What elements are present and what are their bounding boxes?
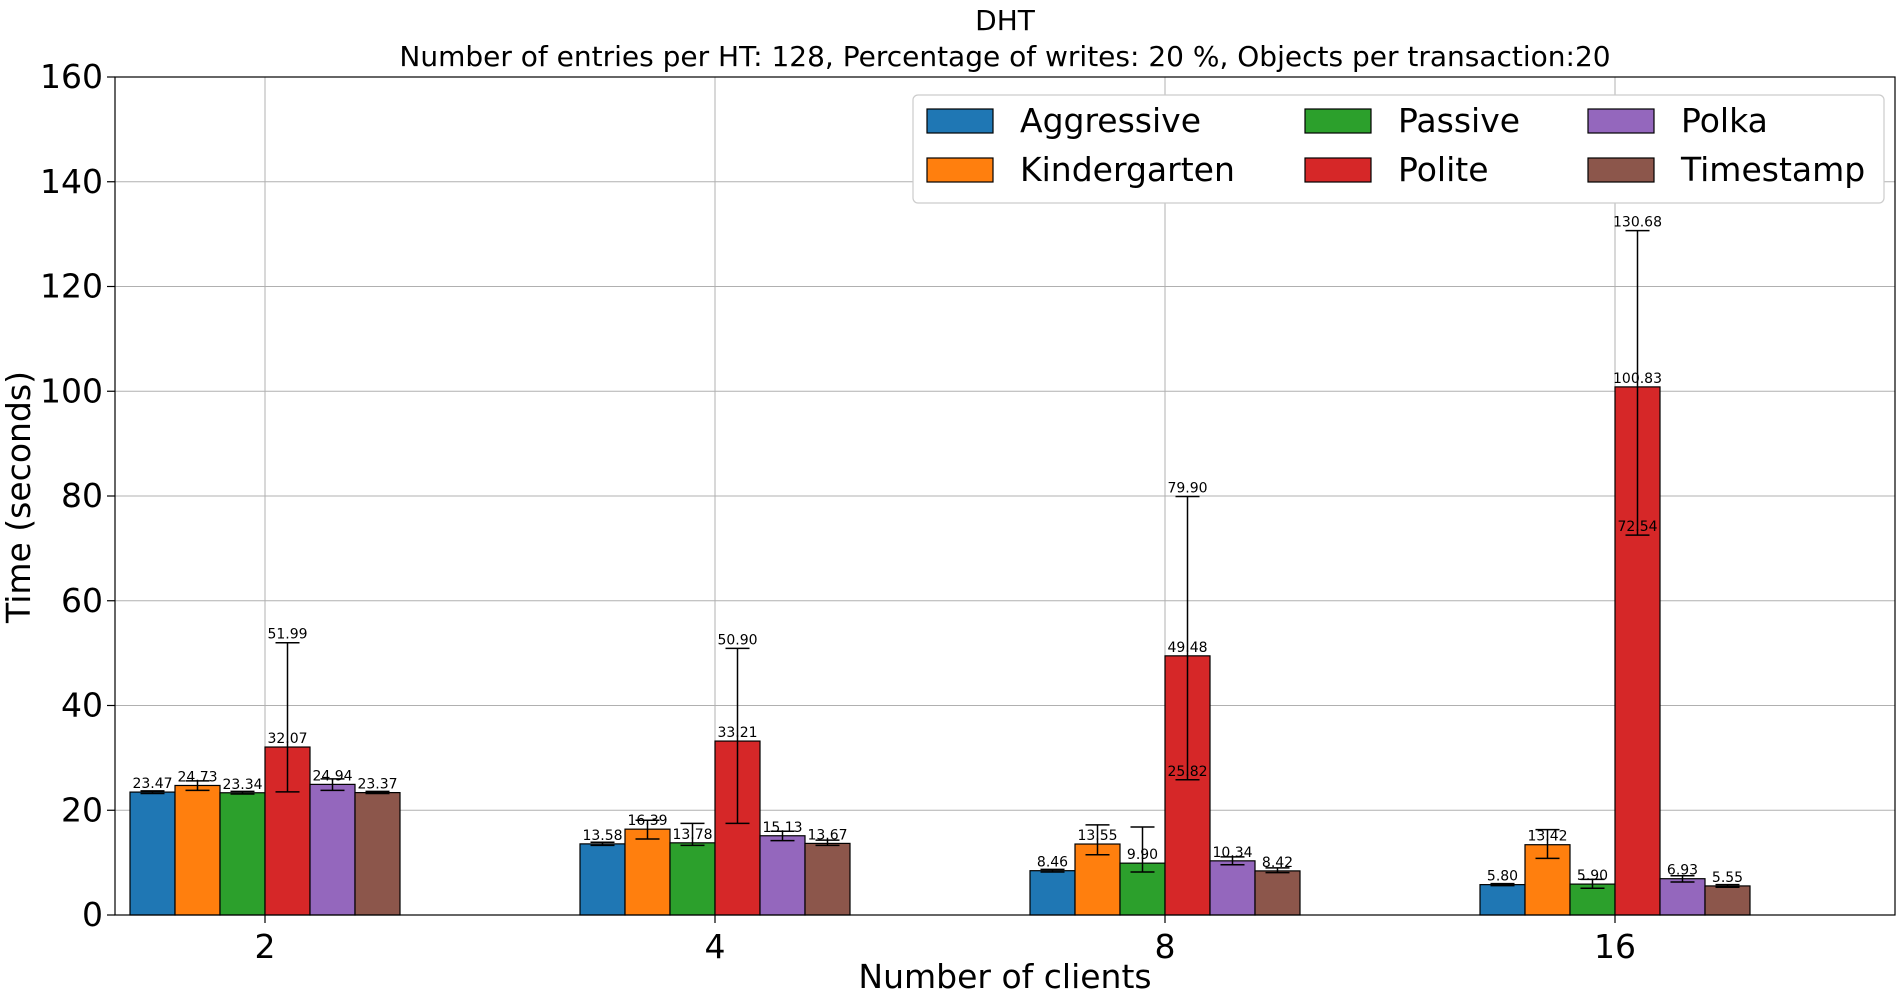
data-label: 16.39 [627,813,667,829]
legend-swatch-passive [1304,108,1372,134]
data-label: 49.48 [1167,640,1207,656]
data-label: 32.07 [267,731,307,747]
data-label: 13.55 [1077,828,1117,844]
bar-aggressive [129,791,176,916]
x-tick-label: 2 [255,927,276,966]
data-label: 13.78 [672,827,712,843]
x-tick-label: 16 [1594,927,1636,966]
y-tick-label: 60 [61,581,103,620]
data-label: 8.46 [1037,855,1068,871]
x-tick-label: 8 [1155,927,1176,966]
error-high-label: 79.90 [1167,481,1207,497]
y-tick-label: 140 [40,162,103,201]
bar-timestamp [354,791,401,916]
bar-kindergarten [624,828,671,916]
y-tick-label: 80 [61,476,103,515]
error-low-label: 25.82 [1167,764,1207,780]
data-label: 6.93 [1667,863,1698,879]
data-label: 13.42 [1527,829,1567,845]
data-label: 23.47 [132,776,172,792]
bars [129,386,1751,916]
legend-swatch-timestamp [1587,157,1655,183]
data-label: 13.67 [807,827,847,843]
legend-label-aggressive: Aggressive [1020,101,1201,140]
legend-label-polka: Polka [1681,101,1768,140]
axis-ticks: 0 20 40 60 80 100 120 140 160 2 4 8 16 [40,57,1636,966]
error-bars [140,229,1740,890]
bar-polka [1659,878,1706,916]
x-axis-label: Number of clients [858,957,1151,996]
legend-swatch-kindergarten [926,157,994,183]
legend-label-kindergarten: Kindergarten [1020,150,1235,189]
bar-polka [1209,860,1256,916]
error-low-label: 72.54 [1617,519,1657,535]
y-tick-label: 20 [61,790,103,829]
bar-polka [309,783,356,916]
bar-aggressive [1479,884,1526,916]
chart-subtitle: Number of entries per HT: 128, Percentag… [399,40,1610,73]
y-tick-label: 100 [40,371,103,410]
bar-kindergarten [174,784,221,916]
bar-timestamp [1254,870,1301,916]
legend-label-timestamp: Timestamp [1680,150,1865,189]
y-tick-label: 0 [82,895,103,934]
data-label: 24.94 [312,768,352,784]
chart-title: DHT [975,4,1036,37]
y-tick-label: 120 [40,267,103,306]
data-label: 23.37 [357,777,397,793]
error-high-label: 130.68 [1613,215,1662,231]
bar-passive [219,792,266,916]
y-tick-label: 40 [61,686,103,725]
bar-passive [669,842,716,916]
data-label: 10.34 [1212,845,1252,861]
legend: Aggressive Kindergarten Passive Polite Polka… [912,94,1885,204]
bar-aggressive [1029,870,1076,916]
data-label: 15.13 [762,820,802,836]
data-label: 33.21 [717,725,757,741]
error-high-label: 51.99 [267,627,307,643]
error-high-label: 50.90 [717,632,757,648]
data-label: 24.73 [177,769,217,785]
bar-aggressive [579,843,626,916]
y-axis-label: Time (seconds) [0,371,38,624]
data-label: 5.80 [1487,869,1518,885]
data-label: 8.42 [1262,855,1293,871]
data-label: 5.90 [1577,868,1608,884]
legend-swatch-polka [1587,108,1655,134]
bar-timestamp [1704,885,1751,916]
legend-label-polite: Polite [1398,150,1489,189]
legend-label-passive: Passive [1398,101,1520,140]
legend-swatch-polite [1304,157,1372,183]
data-label: 9.90 [1127,847,1158,863]
bar-timestamp [804,842,851,916]
data-labels: 23.47 13.58 8.46 5.80 24.73 16.39 13.55 13.42 23… [132,215,1743,886]
legend-swatch-aggressive [926,108,994,134]
data-label: 13.58 [582,828,622,844]
data-label: 23.34 [222,777,262,793]
x-tick-label: 4 [705,927,726,966]
bar-polka [759,835,806,916]
y-tick-label: 160 [40,57,103,96]
data-label: 5.55 [1712,870,1743,886]
data-label: 100.83 [1613,371,1662,387]
